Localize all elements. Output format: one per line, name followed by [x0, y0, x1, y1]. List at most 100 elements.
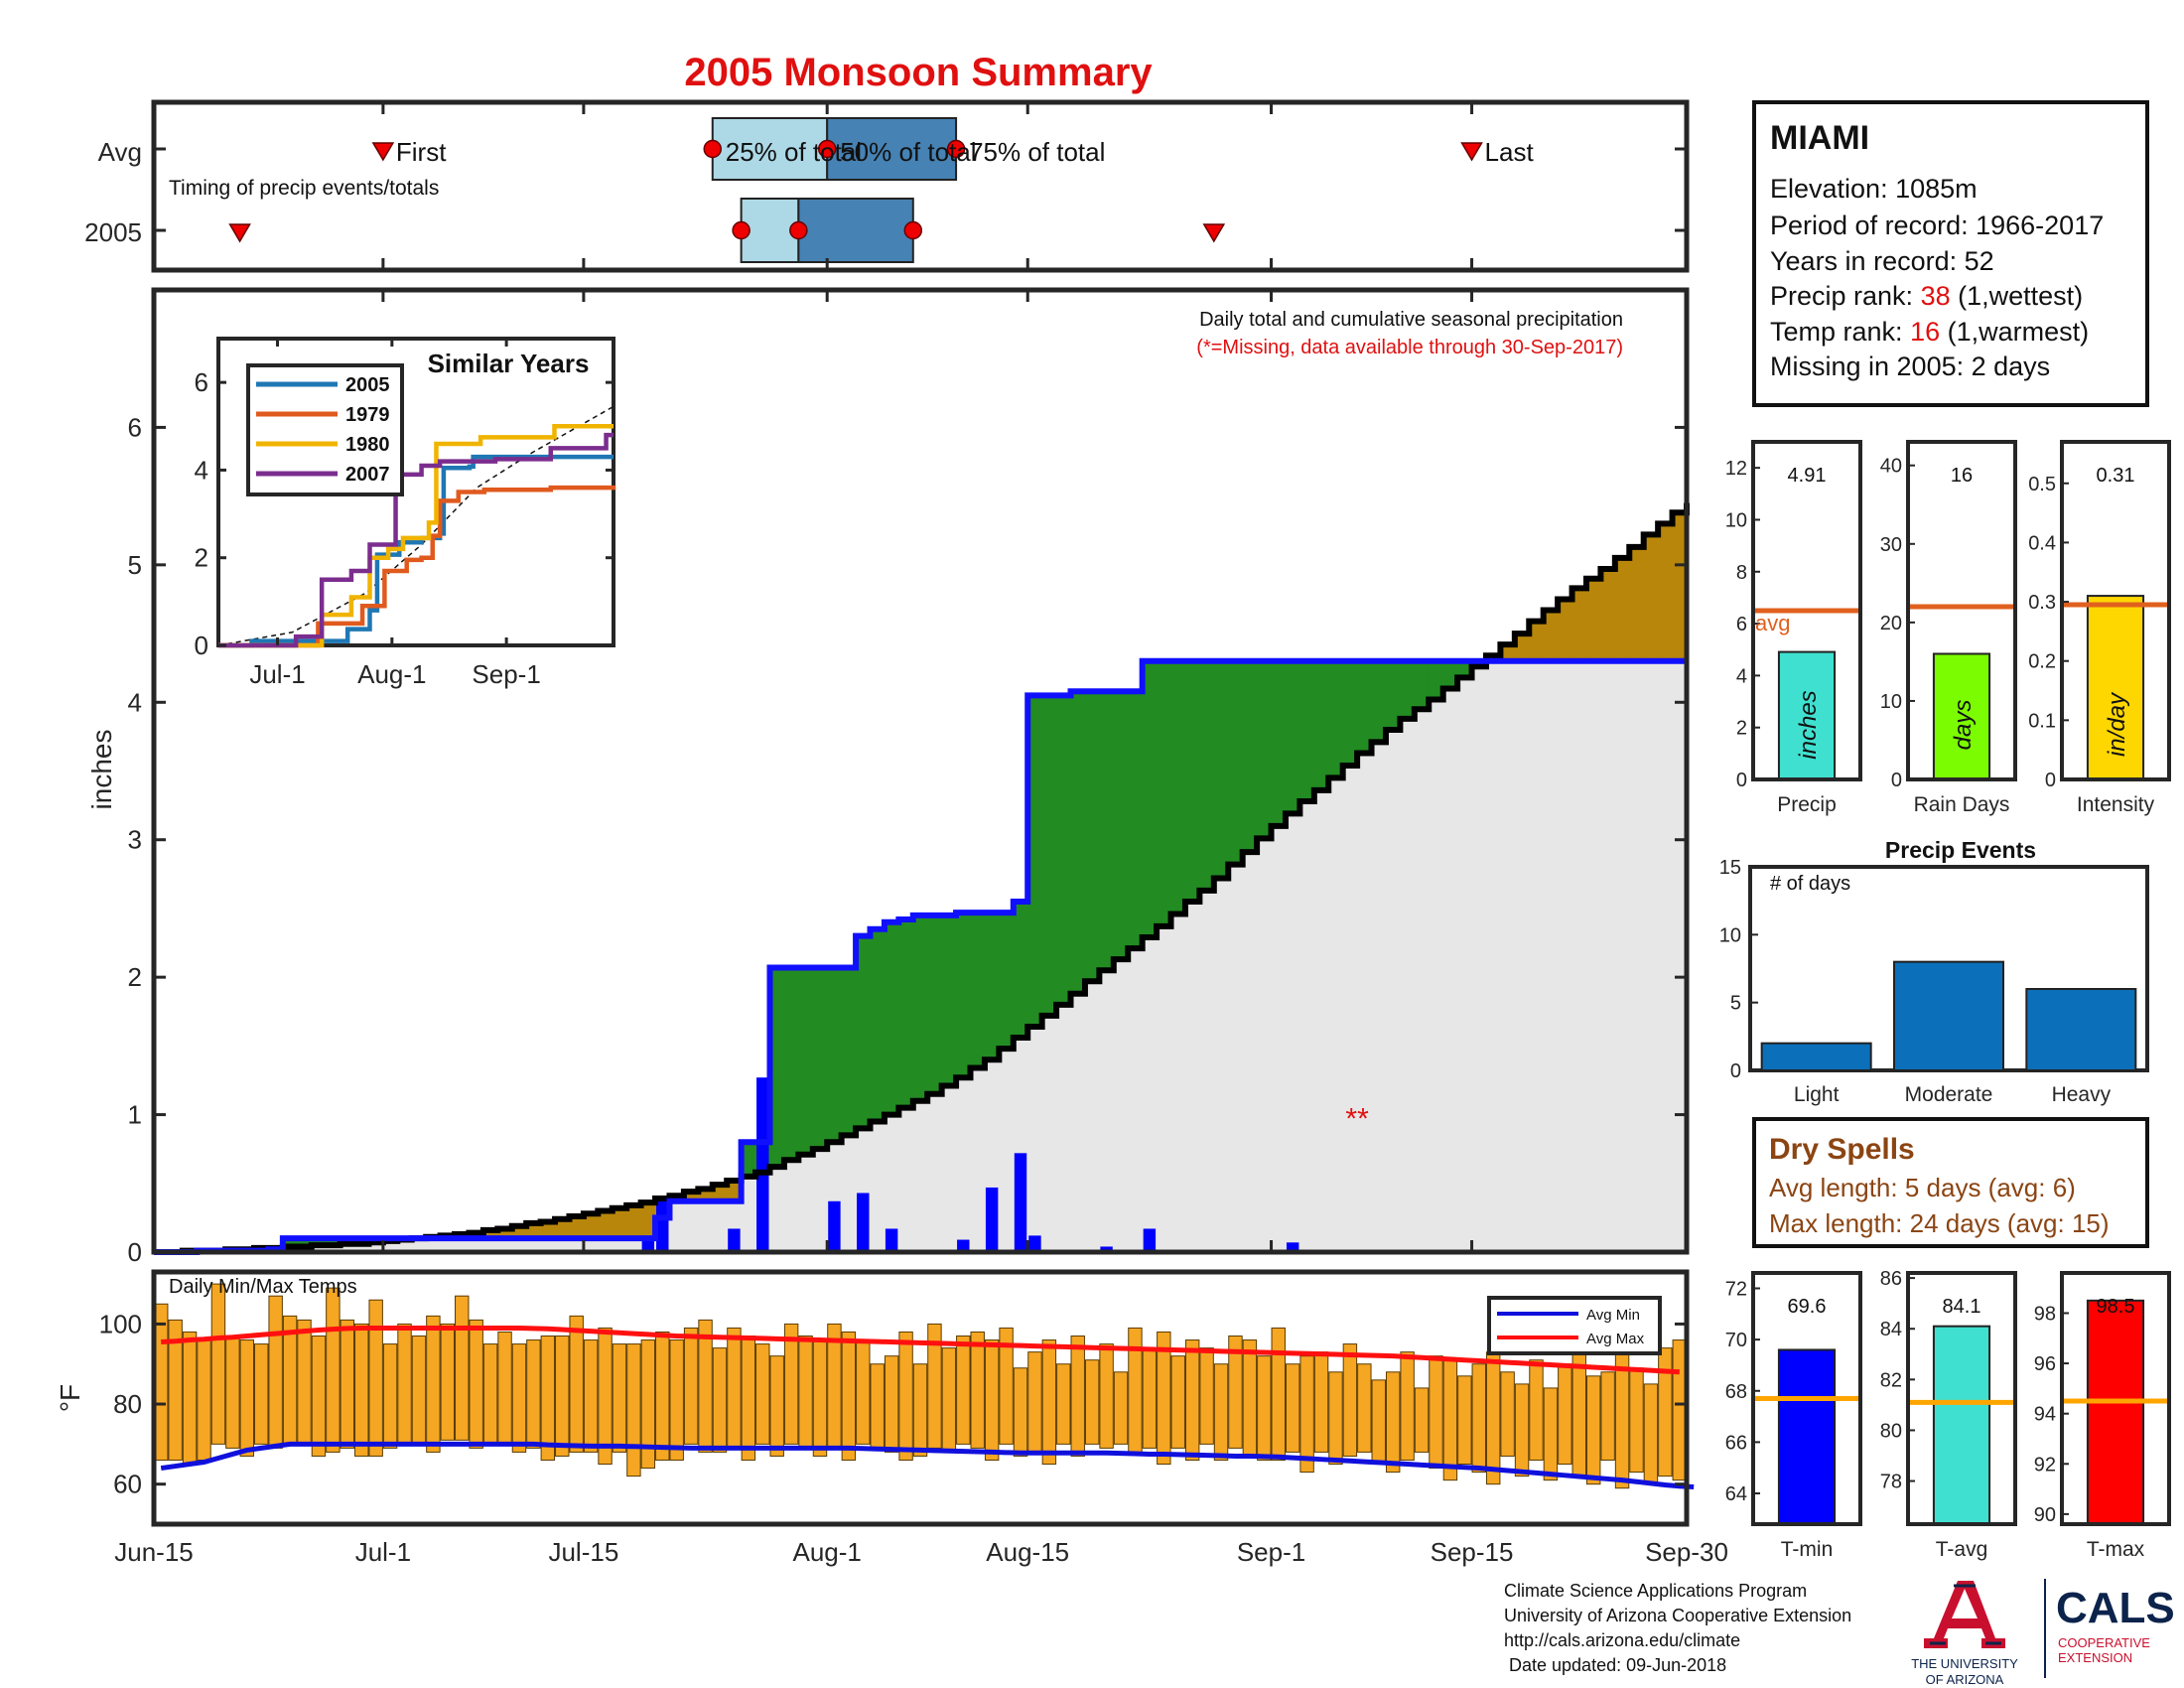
daily-precip-bar — [857, 1193, 870, 1252]
temp-range-bar — [755, 1343, 770, 1445]
temp-range-bar — [297, 1319, 312, 1445]
daily-precip-bar — [1286, 1242, 1299, 1252]
inset-ticks: 0 2 4 6 Jul-1 Aug-1 Sep-1 — [195, 339, 614, 689]
x-tick-label: Aug-15 — [986, 1537, 1069, 1567]
similar-years-inset: Similar Years 2005 1979 1980 2007 0 2 4 6 Jul-1… — [195, 337, 616, 689]
inset-legend-label-1979: 1979 — [345, 404, 390, 426]
q75-label: 75% of total — [969, 137, 1105, 167]
temp-range-bar — [354, 1323, 369, 1457]
temp-range-bar — [168, 1319, 183, 1461]
t_max-frame — [2060, 1271, 2171, 1526]
t_max-y-tick-label: 96 — [2034, 1353, 2056, 1375]
main-y-tick-label: 2 — [128, 962, 142, 992]
coop-line2: EXTENSION — [2058, 1650, 2132, 1665]
dry-spells-title: Dry Spells — [1769, 1133, 1915, 1166]
below-avg-fill — [856, 935, 872, 1129]
credits-line3: http://cals.arizona.edu/climate — [1504, 1630, 1740, 1650]
credits-line4: Date updated: 09-Jun-2018 — [1504, 1655, 1726, 1675]
temp-range-bar — [555, 1336, 570, 1457]
below-avg-fill — [1357, 660, 1373, 754]
below-avg-fill — [841, 967, 857, 1136]
avg-q50-marker — [817, 139, 837, 159]
temp-bars — [154, 1283, 1687, 1489]
temp-range-bar — [1184, 1339, 1200, 1461]
temp-range-bar — [841, 1331, 857, 1461]
avg-second-half-box — [826, 117, 958, 181]
main-y-tick-label: 3 — [128, 825, 142, 855]
temp-range-bar — [655, 1331, 670, 1461]
temp-range-bar — [798, 1336, 813, 1449]
above-avg-fill — [1672, 512, 1688, 661]
temp-range-bar — [956, 1336, 971, 1445]
avg-min-legend-label: Avg Min — [1586, 1307, 1640, 1324]
below-avg-fill — [297, 1238, 313, 1247]
temp-range-bar — [884, 1355, 899, 1453]
cals-wordmark: CALS — [2056, 1584, 2175, 1632]
precip_total-unit-label: inches — [1795, 690, 1822, 759]
above-avg-fill — [1529, 621, 1545, 661]
t_min-y-tick-label: 70 — [1725, 1330, 1747, 1351]
temp-range-bar — [984, 1339, 1000, 1461]
temp-range-bar — [397, 1323, 412, 1445]
x-tick-label: Sep-1 — [1237, 1537, 1305, 1567]
small-chart-t_min: 64 66 68 70 72 69.6 T-min — [1725, 1271, 1862, 1561]
below-avg-fill — [1128, 691, 1144, 949]
below-avg-fill — [827, 967, 843, 1143]
ua-a-icon — [1924, 1581, 2005, 1648]
precip-events-title: Precip Events — [1885, 837, 2036, 863]
t_avg-value-label: 84.1 — [1943, 1296, 1981, 1318]
temp-range-bar — [1442, 1359, 1458, 1481]
avg-q25-marker — [703, 139, 723, 159]
temp-range-bar — [669, 1339, 684, 1461]
events-y-tick-label: 5 — [1730, 993, 1741, 1015]
timing-panel: Avg 2005 Timing of precip events/totals … — [84, 99, 1690, 273]
temp-range-bar — [612, 1343, 627, 1453]
main-plot-frame — [151, 287, 1690, 1255]
events-bar-Moderate — [1893, 960, 2004, 1072]
t_max-value-label: 98.5 — [2097, 1296, 2135, 1318]
t_avg-category-label: T-avg — [1936, 1538, 1988, 1561]
temp-range-bar — [1471, 1363, 1486, 1474]
daily-precip-bar — [885, 1228, 898, 1252]
t_min-value-label: 69.6 — [1788, 1296, 1827, 1318]
t_avg-bar — [1932, 1325, 1991, 1525]
temp-range-bar — [1099, 1343, 1114, 1449]
small-chart-rain_days: 0 10 20 30 40 16 Rain Days days — [1880, 440, 2017, 816]
temp-range-bar — [1672, 1339, 1687, 1481]
below-avg-fill — [1184, 660, 1200, 903]
temp-range-bar — [1070, 1336, 1085, 1457]
daily-precip-bar — [828, 1200, 841, 1252]
temp-range-bar — [1257, 1355, 1272, 1461]
temp-range-bar — [1629, 1367, 1644, 1474]
below-avg-fill — [1257, 660, 1273, 839]
t_avg-y-tick-label: 86 — [1880, 1268, 1902, 1290]
temp-range-bar — [912, 1363, 928, 1457]
precip_total-y-tick-label: 4 — [1736, 665, 1747, 687]
inset-y-tick-label: 6 — [195, 367, 208, 397]
above-avg-fill — [1600, 569, 1616, 661]
temp-range-bar — [1558, 1363, 1572, 1466]
small-chart-precip_total: 0 2 4 6 8 10 12 4.91 Precip inches avg — [1725, 440, 1862, 816]
below-avg-fill — [1027, 695, 1043, 1027]
precip-events-content: Light Moderate Heavy 0 5 10 15 — [1719, 857, 2137, 1106]
below-avg-fill — [1228, 660, 1244, 865]
temp-legend — [1487, 1296, 1662, 1355]
x-tick-label: Sep-15 — [1431, 1537, 1514, 1567]
above-avg-fill — [626, 1204, 642, 1239]
temp-range-bar — [783, 1323, 799, 1445]
above-avg-fill — [598, 1210, 614, 1239]
temp-range-bar — [1529, 1359, 1544, 1461]
below-avg-fill — [1170, 660, 1186, 914]
temp-range-bar — [812, 1339, 828, 1457]
above-avg-fill — [482, 1229, 498, 1239]
temp-range-bar — [540, 1336, 556, 1461]
below-avg-fill — [1313, 660, 1329, 790]
below-avg-fill — [326, 1238, 341, 1246]
below-avg-fill — [1385, 660, 1402, 730]
dry-spells-frame — [1752, 1117, 2149, 1248]
temp-range-bar — [1385, 1371, 1401, 1474]
below-avg-fill — [999, 913, 1015, 1050]
daily-precip-bar — [1100, 1246, 1113, 1252]
t_min-y-tick-label: 72 — [1725, 1278, 1747, 1300]
station-info: MIAMI Elevation: 1085m Period of record:… — [1752, 100, 2149, 407]
